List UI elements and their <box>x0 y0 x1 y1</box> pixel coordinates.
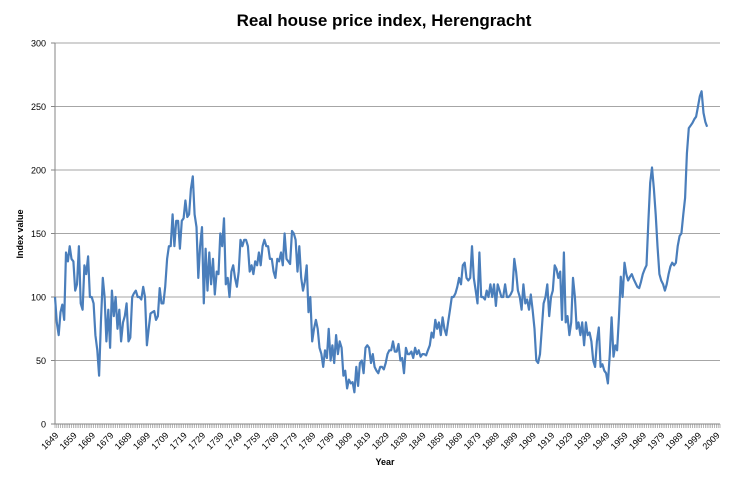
y-tick-label: 250 <box>31 102 46 112</box>
x-tick-label: 1759 <box>241 430 262 451</box>
x-tick-label: 1699 <box>131 430 152 451</box>
y-tick-label: 0 <box>41 420 46 430</box>
x-tick-label: 2009 <box>701 430 722 451</box>
axes <box>51 42 721 428</box>
series-line-index-value <box>53 90 709 394</box>
y-axis-label: Index value <box>15 209 25 258</box>
x-tick-label: 1909 <box>517 430 538 451</box>
x-tick-label: 1819 <box>351 430 372 451</box>
x-tick-label: 1899 <box>498 430 519 451</box>
x-tick-label: 1659 <box>58 430 79 451</box>
x-tick-label: 1939 <box>572 430 593 451</box>
x-tick-label: 1709 <box>149 430 170 451</box>
x-tick-label: 1869 <box>443 430 464 451</box>
y-tick-label: 100 <box>31 293 46 303</box>
x-tick-label: 1729 <box>186 430 207 451</box>
x-tick-label: 1789 <box>296 430 317 451</box>
x-tick-label: 1839 <box>388 430 409 451</box>
x-tick-label: 1999 <box>682 430 703 451</box>
x-tick-label: 1849 <box>407 430 428 451</box>
x-tick-label: 1679 <box>94 430 115 451</box>
x-tick-label: 1829 <box>370 430 391 451</box>
x-tick-label: 1979 <box>645 430 666 451</box>
x-tick-label: 1809 <box>333 430 354 451</box>
y-tick-label: 200 <box>31 166 46 176</box>
x-tick-label: 1969 <box>627 430 648 451</box>
chart-title: Real house price index, Herengracht <box>237 11 532 30</box>
x-tick-label: 1989 <box>664 430 685 451</box>
x-tick-label: 1739 <box>205 430 226 451</box>
x-tick-label: 1919 <box>535 430 556 451</box>
x-tick-label: 1959 <box>609 430 630 451</box>
y-tick-label: 150 <box>31 229 46 239</box>
y-axis-tick-labels: 0 50 100 150 200 250 300 <box>31 39 46 430</box>
x-tick-label: 1799 <box>315 430 336 451</box>
x-tick-label: 1669 <box>76 430 97 451</box>
x-tick-label: 1779 <box>278 430 299 451</box>
x-tick-label: 1689 <box>113 430 134 451</box>
x-tick-label: 1879 <box>462 430 483 451</box>
x-tick-label: 1749 <box>223 430 244 451</box>
x-tick-label: 1949 <box>590 430 611 451</box>
x-axis-tick-labels: 1649165916691679168916991709171917291739… <box>39 430 722 451</box>
x-tick-label: 1929 <box>554 430 575 451</box>
y-tick-label: 50 <box>36 356 46 366</box>
x-axis-label: Year <box>375 457 395 467</box>
x-tick-label: 1859 <box>425 430 446 451</box>
x-tick-label: 1889 <box>480 430 501 451</box>
y-tick-label: 300 <box>31 39 46 49</box>
x-tick-label: 1719 <box>168 430 189 451</box>
x-tick-label: 1649 <box>39 430 60 451</box>
x-tick-label: 1769 <box>260 430 281 451</box>
